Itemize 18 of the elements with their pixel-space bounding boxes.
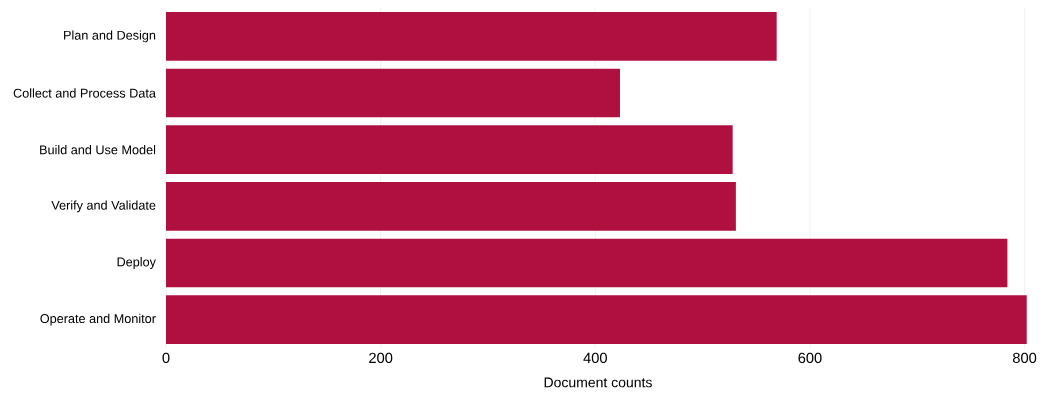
bar — [166, 125, 733, 175]
x-tick-label: 400 — [583, 352, 607, 364]
y-tick-label: Operate and Monitor — [40, 313, 156, 326]
bar — [166, 238, 1008, 288]
x-tick-label: 0 — [162, 352, 170, 364]
x-tick-label: 600 — [798, 352, 822, 364]
y-tick-label: Deploy — [117, 257, 156, 269]
y-tick-label: Collect and Process Data — [13, 88, 156, 98]
x-axis-title: Document counts — [544, 377, 652, 388]
y-tick-label: Plan and Design — [64, 30, 156, 43]
y-tick-label: Verify and Validate — [51, 200, 156, 213]
y-tick-label: Build and Use Model — [40, 145, 156, 155]
bar — [166, 68, 620, 118]
x-tick-label: 800 — [1012, 352, 1037, 364]
bar — [166, 11, 777, 61]
bar — [166, 181, 736, 231]
bar — [166, 295, 1027, 345]
x-tick-label: 200 — [369, 352, 393, 364]
